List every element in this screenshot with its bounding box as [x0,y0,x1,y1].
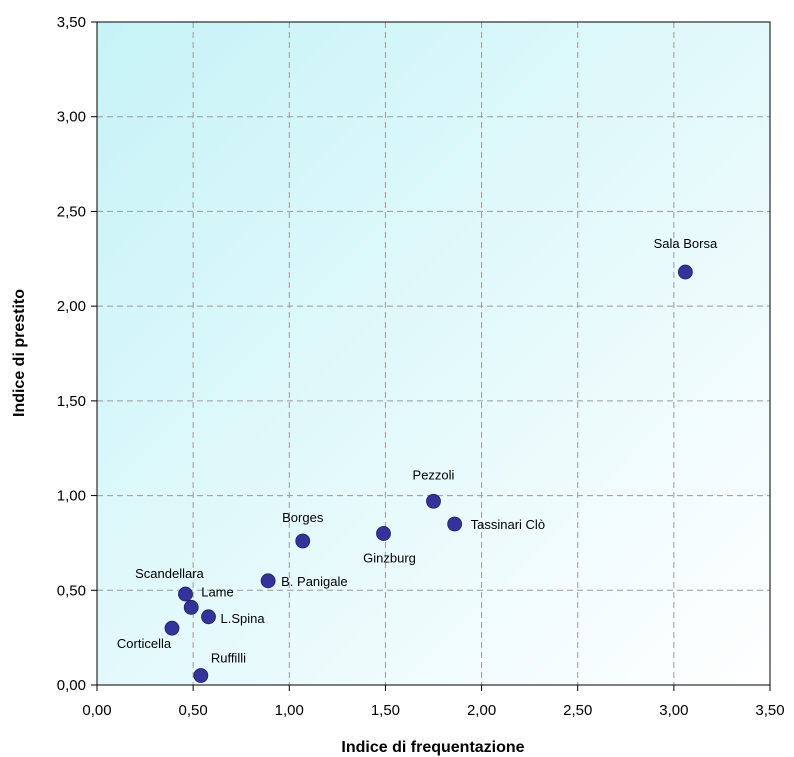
point-label: B. Panigale [281,574,348,589]
axis-ticks: 0,00 0,50 1,00 1,50 2,00 2,50 3,00 3,50 0,00 0,50… [57,14,785,719]
point-label: Lame [201,584,234,599]
data-point [164,620,180,636]
x-tick-label: 3,00 [659,702,688,719]
data-point [178,586,193,602]
data-point [447,516,463,532]
x-tick-label: 3,50 [755,702,784,719]
y-tick-label: 0,50 [57,582,86,599]
x-tick-label: 0,50 [179,702,208,719]
plot-border [96,21,771,686]
x-tick-label: 1,00 [275,702,304,719]
x-tick-label: 0,00 [82,702,111,719]
point-label: Ruffilli [211,651,246,666]
y-tick-label: 3,50 [57,14,86,31]
y-tick-label: 3,00 [57,109,86,126]
data-point [677,264,693,280]
data-point [193,668,209,683]
x-tick-label: 2,50 [563,702,592,719]
x-tick-label: 1,50 [371,702,400,719]
data-point [295,533,311,549]
point-label: L.Spina [221,611,266,626]
point-label: Ginzburg [363,550,416,565]
y-tick-label: 1,50 [57,393,86,410]
y-axis-title: Indice di prestito [11,289,28,417]
data-point [376,526,391,541]
data-point [183,599,199,615]
point-label: Pezzoli [413,467,455,482]
data-points: Sala Borsa Pezzoli Tassinari Clò Ginzburg Bo… [117,236,718,683]
point-label: Borges [282,510,324,525]
y-tick-label: 2,50 [57,203,86,220]
grid-lines [97,22,770,685]
data-point [201,609,216,625]
x-axis-title: Indice di frequentazione [341,739,524,756]
data-point [260,573,276,589]
point-label: Scandellara [135,566,204,581]
x-tick-label: 2,00 [467,702,496,719]
y-tick-label: 2,00 [57,298,86,315]
point-label: Corticella [117,636,172,651]
y-tick-label: 0,00 [57,677,86,694]
data-point [426,493,441,509]
point-label: Tassinari Clò [471,517,545,532]
plot-area [97,22,770,685]
point-label: Sala Borsa [654,236,718,251]
y-tick-label: 1,00 [57,488,86,505]
